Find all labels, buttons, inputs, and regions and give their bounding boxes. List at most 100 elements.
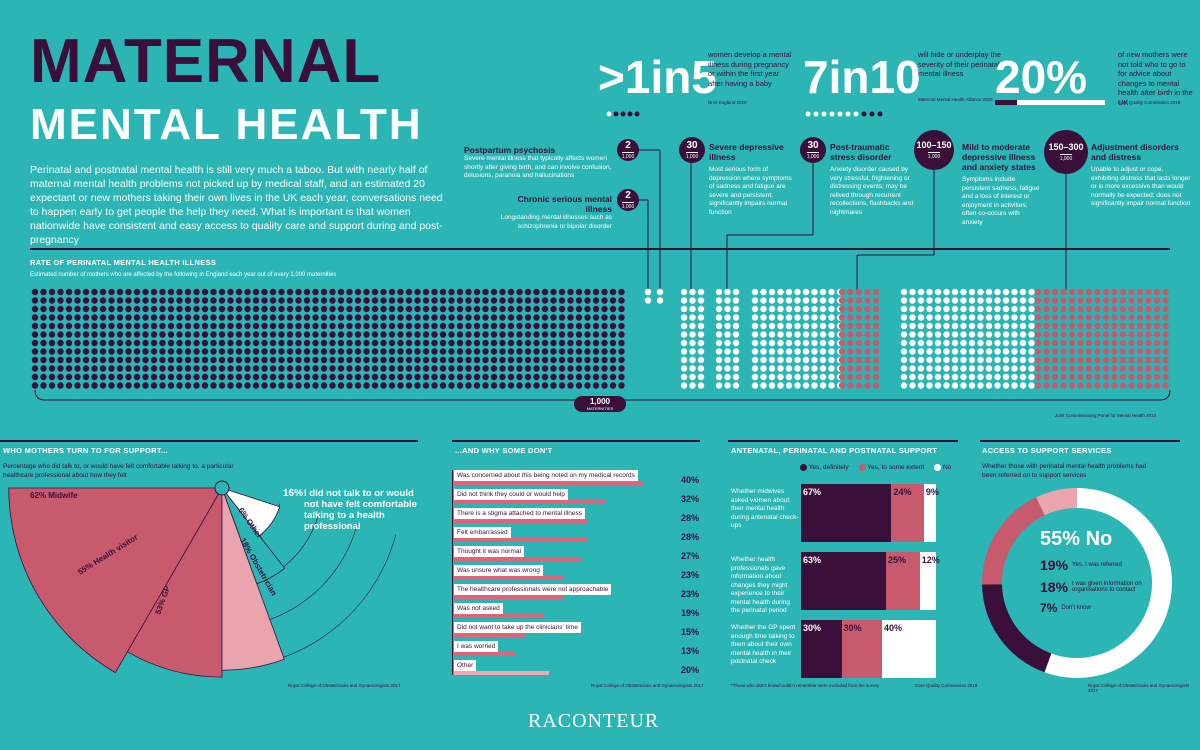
dot-unaffected [507,322,515,330]
dot-affected [751,365,759,372]
dot-unaffected [312,348,319,355]
dot-unaffected [363,297,370,304]
dot-unaffected [320,314,328,321]
dot-range [855,365,863,372]
dot-range [1162,373,1169,381]
dot-affected [785,356,793,364]
reason-label: Was unsure what was wrong [454,565,543,576]
dot-unaffected [74,356,81,364]
dot-unaffected [473,322,481,330]
dot-affected [934,305,942,313]
stack-seg-1 [841,620,882,678]
dot-unaffected [252,339,260,347]
dot-unaffected [244,356,251,364]
dot-unaffected [439,373,447,381]
dot-range [1145,382,1152,389]
dot-unaffected [193,373,200,381]
condition-4-per: 1,000 [806,152,820,160]
dot-affected [900,314,908,321]
dot-unaffected [550,348,557,355]
dot-unaffected [303,288,311,296]
dot-unaffected [184,339,192,347]
dot-unaffected [524,382,532,389]
dot-unaffected [116,297,124,304]
dot-unaffected [337,314,345,321]
dot-unaffected [82,356,90,364]
dot-range [1162,348,1169,355]
dot-unaffected [456,373,464,381]
dot-unaffected [380,331,387,338]
dot-unaffected [507,365,515,372]
support-heading: WHO MOTHERS TURN TO FOR SUPPORT... [3,446,169,455]
dot-range [1034,305,1042,313]
dot-unaffected [125,297,132,304]
condition-4-name: Post-traumatic stress disorder [830,142,892,162]
dot-affected [1019,356,1027,364]
dot-affected [828,373,835,381]
dot-unaffected [499,297,506,304]
dot-unaffected [235,305,243,313]
support-rule [0,440,418,442]
dot-range [1145,331,1152,338]
dot-affected [926,348,933,355]
dot-unaffected [346,348,353,355]
dot-unaffected [261,339,268,347]
dot-unaffected [159,348,166,355]
dot-unaffected [159,288,166,296]
dot-unaffected [448,297,455,304]
dot-range [1136,382,1144,389]
dot-unaffected [252,365,260,372]
dot-unaffected [346,365,353,372]
dot-affected [917,297,925,304]
dot-range [1060,348,1067,355]
dot-range [1085,288,1093,296]
dot-unaffected [456,382,464,389]
dot-unaffected [516,314,523,321]
access-heading: ACCESS TO SUPPORT SERVICES [982,446,1112,455]
dot-range [1094,365,1101,372]
dot-unaffected [303,348,311,355]
dot-unaffected [448,322,455,330]
dot-range [872,314,880,321]
dot-unaffected [252,305,260,313]
dot-affected [943,288,950,296]
dot-unaffected [371,331,379,338]
dot-affected [697,297,705,304]
dot-affected [968,373,976,381]
dot-affected [1002,305,1010,313]
rate-sub: Estimated number of mothers who are affe… [30,272,337,278]
dot-unaffected [159,382,166,389]
dot-affected [819,288,827,296]
dot-unaffected [329,356,336,364]
dot-affected [724,356,731,364]
dot-unaffected [337,288,345,296]
dot-unaffected [346,305,353,313]
dot-affected [724,365,731,372]
dot-unaffected [261,322,268,330]
dot-affected [697,322,705,330]
dot-range [1034,288,1042,296]
dot-affected [715,322,723,330]
dot-unaffected [609,331,617,338]
dot-range [1153,331,1161,338]
dot-affected [917,339,925,347]
dot-unaffected [159,339,166,347]
reason-bar [454,538,587,542]
dot-affected [909,356,916,364]
dot-unaffected [303,365,311,372]
dot-range [1085,382,1093,389]
dot-unaffected [252,322,260,330]
dot-affected [1002,373,1010,381]
dot-unaffected [108,331,115,338]
dot-unaffected [558,382,566,389]
dot-affected [926,373,933,381]
dot-range [1111,331,1118,338]
dot-unaffected [184,348,192,355]
dot-unaffected [499,373,506,381]
dot-unaffected [252,373,260,381]
stack-label: 30% [843,623,862,633]
dot-unaffected [329,348,336,355]
condition-5-name: Mild to moderate depressive illness and … [962,142,1036,172]
dot-affected [760,314,767,321]
dot-affected [1011,331,1018,338]
